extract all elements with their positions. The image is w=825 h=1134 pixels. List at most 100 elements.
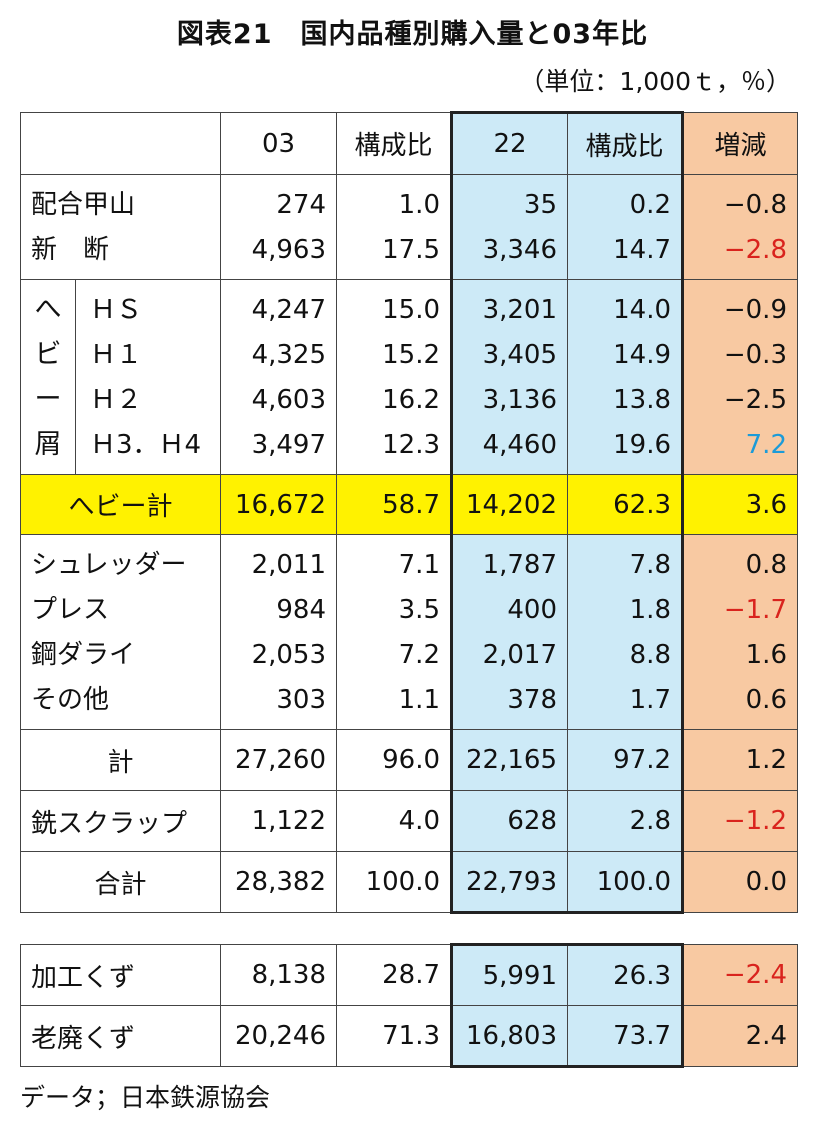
group-2-labels: シュレッダー プレス 鋼ダライ その他 xyxy=(20,534,221,730)
iron-scrap-v03: 1,122 xyxy=(220,790,337,852)
grand-total-s22: 100.0 xyxy=(567,851,684,914)
group-1-labels: 配合甲山 新 断 xyxy=(20,174,221,280)
row-label: プレス xyxy=(31,595,110,625)
group-2-s22: 7.8 1.8 8.8 1.7 xyxy=(567,534,684,730)
cell-value: 14.0 xyxy=(613,295,671,325)
heavy-total-v22: 14,202 xyxy=(450,474,568,535)
cell-value: 1.8 xyxy=(629,595,671,625)
cell-value: 35 xyxy=(523,190,557,220)
cell-value: 3,497 xyxy=(251,430,326,460)
subtotal-diff: 1.2 xyxy=(682,729,798,791)
cell-value: 1.1 xyxy=(398,685,440,715)
cell-value: 400 xyxy=(507,595,557,625)
grand-total-label: 合計 xyxy=(20,851,221,913)
row-label: シュレッダー xyxy=(31,550,187,580)
heavy-s03: 15.0 15.2 16.2 12.3 xyxy=(336,279,452,475)
cell-value-highlight: 7.2 xyxy=(745,430,787,460)
processing-scrap-s03: 28.7 xyxy=(336,944,452,1006)
cell-value: 1.0 xyxy=(398,190,440,220)
cell-value: 14.9 xyxy=(613,340,671,370)
group-1: 配合甲山 新 断 274 4,963 1.0 17.5 35 3,346 0.2… xyxy=(20,174,798,280)
unit-note: （単位：1,000ｔ，％） xyxy=(519,67,791,96)
cell-value: 15.2 xyxy=(382,340,440,370)
subtotal-s03: 96.0 xyxy=(336,729,452,791)
processing-scrap-s22: 26.3 xyxy=(567,943,684,1006)
group-1-s03: 1.0 17.5 xyxy=(336,174,452,280)
cell-value: 3.5 xyxy=(398,595,440,625)
cell-value: 378 xyxy=(507,685,557,715)
header-row: 03 構成比 22 構成比 増減 xyxy=(20,111,798,175)
group-2-v03: 2,011 984 2,053 303 xyxy=(220,534,337,730)
obsolete-scrap-s03: 71.3 xyxy=(336,1005,452,1067)
vertical-char: ー xyxy=(34,384,62,415)
cell-value: 1.6 xyxy=(745,640,787,670)
cell-value: 19.6 xyxy=(613,430,671,460)
second-table: 加工くず 8,138 28.7 5,991 26.3 −2.4 老廃くず 20,… xyxy=(20,943,798,1068)
header-diff: 増減 xyxy=(682,112,798,175)
cell-value: −0.9 xyxy=(723,295,787,325)
iron-scrap-v22: 628 xyxy=(450,790,568,852)
processing-scrap-diff: −2.4 xyxy=(682,944,798,1006)
cell-value: 2,053 xyxy=(251,640,326,670)
cell-value: 2,011 xyxy=(251,550,326,580)
iron-scrap-s22: 2.8 xyxy=(567,790,684,852)
heavy-group: へ ビ ー 屑 ＨＳ Ｈ１ Ｈ２ Ｈ3．Ｈ4 4,247 4,325 4,603… xyxy=(20,279,798,475)
cell-value: −0.8 xyxy=(723,190,787,220)
group-2-s03: 7.1 3.5 7.2 1.1 xyxy=(336,534,452,730)
group-2: シュレッダー プレス 鋼ダライ その他 2,011 984 2,053 303 … xyxy=(20,534,798,730)
group-1-diff: −0.8 −2.8 xyxy=(682,174,798,280)
cell-value: 15.0 xyxy=(382,295,440,325)
cell-value: 984 xyxy=(276,595,326,625)
row-label: Ｈ１ xyxy=(90,340,143,370)
cell-value: 0.6 xyxy=(745,685,787,715)
cell-value: 7.8 xyxy=(629,550,671,580)
cell-value: 16.2 xyxy=(382,385,440,415)
cell-value: 4,460 xyxy=(482,430,557,460)
obsolete-scrap-row: 老廃くず 20,246 71.3 16,803 73.7 2.4 xyxy=(20,1005,798,1068)
cell-value: 303 xyxy=(276,685,326,715)
cell-value: 13.8 xyxy=(613,385,671,415)
cell-value: −0.3 xyxy=(723,340,787,370)
row-label: その他 xyxy=(31,685,110,715)
row-label: Ｈ２ xyxy=(90,385,143,415)
cell-value-negative: −2.8 xyxy=(723,235,787,265)
cell-value: 4,963 xyxy=(251,235,326,265)
obsolete-scrap-label: 老廃くず xyxy=(20,1005,221,1067)
cell-value: 4,325 xyxy=(251,340,326,370)
cell-value: 3,136 xyxy=(482,385,557,415)
heavy-v03: 4,247 4,325 4,603 3,497 xyxy=(220,279,337,475)
group-1-v22: 35 3,346 xyxy=(450,174,568,280)
header-share-03: 構成比 xyxy=(336,112,452,175)
heavy-diff: −0.9 −0.3 −2.5 7.2 xyxy=(682,279,798,475)
page-title: 図表21 国内品種別購入量と03年比 xyxy=(176,19,649,50)
iron-scrap-label: 銑スクラップ xyxy=(20,790,221,852)
cell-value: 0.2 xyxy=(629,190,671,220)
subtotal-v03: 27,260 xyxy=(220,729,337,791)
heavy-total-s22: 62.3 xyxy=(567,474,684,535)
row-label: Ｈ3．Ｈ4 xyxy=(90,430,202,460)
subtotal-row: 計 27,260 96.0 22,165 97.2 1.2 xyxy=(20,729,798,791)
cell-value: 12.3 xyxy=(382,430,440,460)
header-03: 03 xyxy=(220,112,337,175)
cell-value: 1.7 xyxy=(629,685,671,715)
grand-total-v03: 28,382 xyxy=(220,851,337,913)
cell-value: 3,201 xyxy=(482,295,557,325)
header-share-22: 構成比 xyxy=(567,111,684,175)
grand-total-s03: 100.0 xyxy=(336,851,452,913)
cell-value: 4,247 xyxy=(251,295,326,325)
grand-total-v22: 22,793 xyxy=(450,851,568,914)
cell-value: 3,405 xyxy=(482,340,557,370)
cell-value: 0.8 xyxy=(745,550,787,580)
heavy-s22: 14.0 14.9 13.8 19.6 xyxy=(567,279,684,475)
cell-value: 4,603 xyxy=(251,385,326,415)
row-label: ＨＳ xyxy=(90,295,143,325)
processing-scrap-v22: 5,991 xyxy=(450,943,568,1006)
cell-value: 17.5 xyxy=(382,235,440,265)
processing-scrap-row: 加工くず 8,138 28.7 5,991 26.3 −2.4 xyxy=(20,943,798,1006)
vertical-char: へ xyxy=(34,294,62,325)
group-2-diff: 0.8 −1.7 1.6 0.6 xyxy=(682,534,798,730)
header-22: 22 xyxy=(450,111,568,175)
cell-value: 274 xyxy=(276,190,326,220)
row-label: 新 断 xyxy=(31,235,110,265)
cell-value: 3,346 xyxy=(482,235,557,265)
